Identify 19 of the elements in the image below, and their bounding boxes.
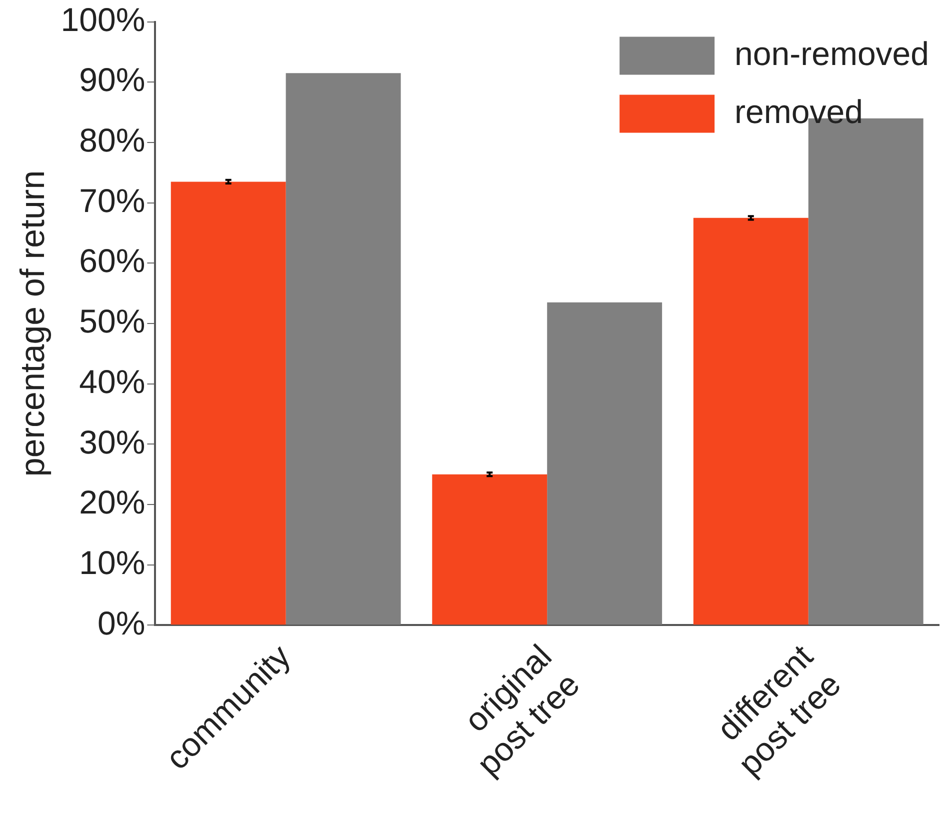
y-axis-title: percentage of return <box>14 170 52 477</box>
legend-label: non-removed <box>734 34 930 72</box>
bar <box>547 302 662 625</box>
y-tick-label: 30% <box>79 423 146 460</box>
y-tick-label: 40% <box>79 362 146 400</box>
y-tick-label: 90% <box>79 61 146 98</box>
y-tick-label: 0% <box>98 604 146 642</box>
y-tick-label: 60% <box>79 242 146 280</box>
y-tick-label: 80% <box>79 122 146 159</box>
y-tick-label: 10% <box>79 544 146 581</box>
y-tick-label: 70% <box>79 182 146 219</box>
y-tick-label: 50% <box>79 302 146 340</box>
y-tick-label: 20% <box>79 484 146 521</box>
bar <box>170 182 286 625</box>
y-tick-label: 100% <box>60 0 146 38</box>
bar <box>693 218 808 625</box>
legend-label: removed <box>734 92 863 130</box>
bar <box>286 73 401 625</box>
bar <box>432 474 548 625</box>
